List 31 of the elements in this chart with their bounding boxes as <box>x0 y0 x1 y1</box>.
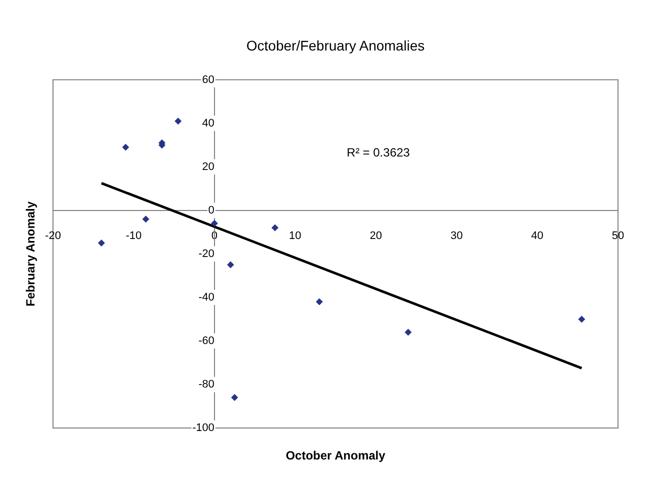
y-axis-title: February Anomaly <box>23 201 38 306</box>
point <box>174 118 182 125</box>
point <box>98 240 105 247</box>
y-tick-label: 0 <box>208 204 214 216</box>
y-tick-label: 60 <box>202 74 214 86</box>
point <box>227 261 234 268</box>
point <box>142 216 150 223</box>
y-tick-label: -20 <box>198 248 214 260</box>
x-tick-label: -20 <box>45 230 61 242</box>
x-tick-label: 30 <box>450 230 463 242</box>
point <box>231 394 238 402</box>
point <box>271 224 278 232</box>
point <box>316 298 323 306</box>
point <box>122 144 130 151</box>
x-tick-label: 20 <box>370 230 382 242</box>
x-tick-label: 40 <box>531 230 544 242</box>
x-axis-title: October Anomaly <box>286 448 386 462</box>
y-tick-label: -100 <box>192 422 214 434</box>
y-tick-label: -60 <box>198 334 214 347</box>
y-tick-label: -80 <box>198 378 214 391</box>
point <box>210 220 218 227</box>
x-tick-label: 10 <box>289 230 302 242</box>
point <box>404 328 412 336</box>
y-tick-label: 20 <box>202 160 214 173</box>
x-tick-label: 50 <box>612 230 624 242</box>
chart-title: October/February Anomalies <box>246 37 425 54</box>
y-tick-label: -40 <box>198 291 214 304</box>
x-tick-label: -10 <box>126 230 142 242</box>
annotation: R² = 0.3623 <box>346 145 410 160</box>
point <box>578 316 586 323</box>
y-tick-label: 40 <box>202 117 214 130</box>
